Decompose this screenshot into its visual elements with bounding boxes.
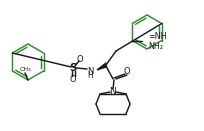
Polygon shape: [97, 63, 106, 70]
Text: S: S: [69, 63, 77, 73]
Text: O: O: [70, 75, 76, 83]
Text: N: N: [110, 86, 116, 95]
Text: O: O: [77, 56, 83, 64]
Text: CH₃: CH₃: [19, 67, 31, 72]
Text: =NH: =NH: [148, 32, 167, 41]
Text: O: O: [124, 67, 130, 75]
Text: N: N: [87, 67, 93, 75]
Text: NH₂: NH₂: [148, 42, 163, 51]
Text: H: H: [87, 72, 93, 81]
